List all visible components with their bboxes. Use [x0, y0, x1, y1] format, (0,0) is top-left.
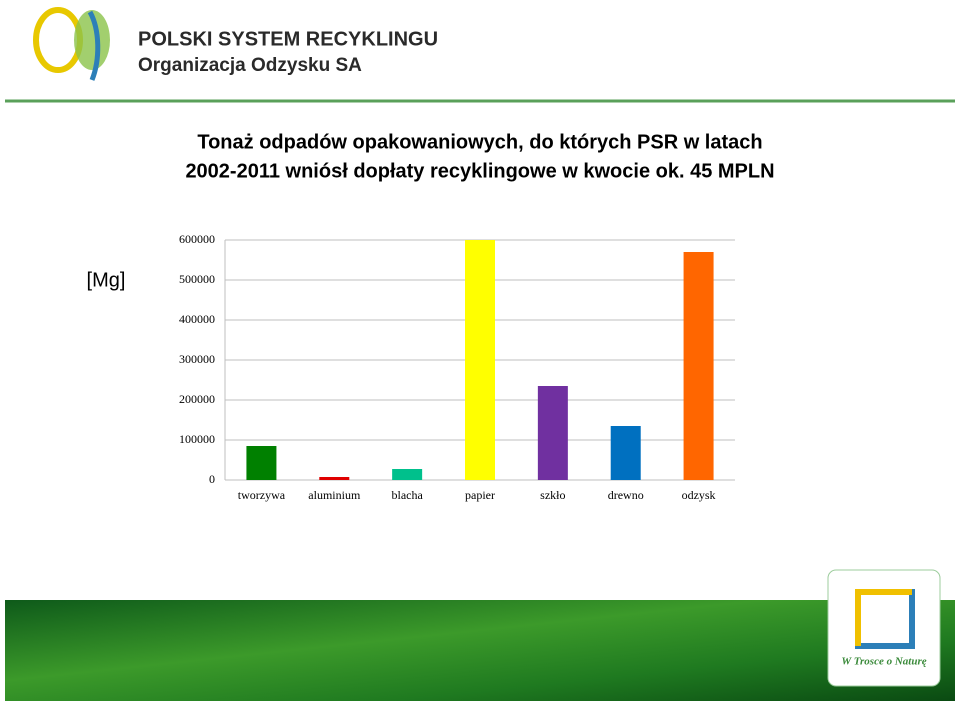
org-subtitle: Organizacja Odzysku SA [138, 55, 362, 76]
y-tick-label: 100000 [179, 432, 215, 446]
badge-icon [855, 589, 912, 646]
badge-text: W Trosce o Naturę [841, 656, 926, 668]
y-tick-label: 200000 [179, 392, 215, 406]
title-line: Tonaż odpadów opakowaniowych, do których… [197, 131, 762, 153]
bar [392, 469, 423, 480]
bar [683, 252, 714, 480]
x-tick-label: blacha [391, 488, 423, 502]
footer-band [5, 600, 955, 701]
title-line: 2002-2011 wniósł dopłaty recyklingowe w … [185, 160, 774, 182]
x-tick-label: odzysk [682, 488, 716, 502]
y-tick-label: 0 [209, 472, 215, 486]
y-tick-label: 300000 [179, 352, 215, 366]
y-tick-label: 400000 [179, 312, 215, 326]
plot: 0 100000 200000 300000 400000 500000 600000 two… [179, 232, 735, 502]
bar [537, 386, 568, 480]
x-tick-label: drewno [608, 488, 644, 502]
x-tick-label: papier [465, 488, 495, 502]
x-tick-label: szkło [540, 488, 565, 502]
bar [246, 446, 277, 480]
x-tick-label: tworzywa [238, 488, 286, 502]
bar [319, 477, 350, 480]
badge [827, 569, 941, 687]
y-tick-label: 600000 [179, 232, 215, 246]
bar [610, 426, 641, 480]
y-tick-label: 500000 [179, 272, 215, 286]
logo [33, 7, 110, 81]
y-axis-label: [Mg] [87, 269, 126, 291]
bar [465, 240, 495, 480]
org-name: POLSKI SYSTEM RECYKLINGU [138, 28, 438, 50]
x-tick-label: aluminium [308, 488, 361, 502]
